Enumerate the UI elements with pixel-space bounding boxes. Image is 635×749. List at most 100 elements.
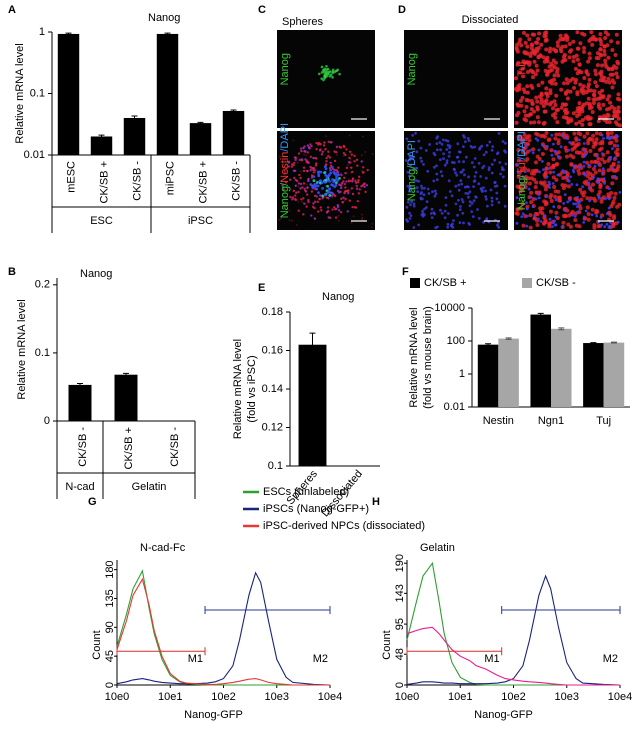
texture [468,200,472,204]
texture [561,176,566,180]
texture [554,198,558,202]
texture [520,95,525,100]
texture [412,167,416,171]
texture [301,201,304,204]
bar [583,343,604,407]
texture [307,179,310,183]
texture [351,192,355,196]
texture [587,56,592,61]
texture [567,179,571,183]
texture [294,198,298,202]
texture [490,171,494,175]
texture [598,32,603,37]
texture [327,150,330,153]
texture [518,37,523,42]
texture [587,101,592,106]
texture [568,141,572,144]
texture [586,96,591,101]
texture [613,191,618,196]
texture [337,166,340,169]
texture [317,173,321,176]
texture [438,141,442,144]
texture [605,107,609,112]
y-axis-label: (fold vs mouse brain) [422,306,434,409]
x-tick-label: CK/SB + [98,161,110,204]
y-tick-label: 0.1 [30,87,45,99]
texture [557,132,562,137]
texture [476,208,479,211]
texture [519,182,524,187]
texture [315,157,318,160]
texture [590,188,594,193]
texture [495,191,499,195]
texture [545,91,549,96]
micrograph-title: Spheres [282,16,323,28]
texture [562,53,567,57]
texture [467,139,471,143]
texture [473,157,477,160]
texture [434,192,438,196]
x-tick-label: 10e1 [448,691,472,703]
texture [354,179,357,183]
texture [534,95,539,100]
texture [592,89,597,94]
micrograph-label: Nanog [406,53,418,85]
error-bar [505,337,512,340]
texture [529,46,534,51]
texture [557,205,562,209]
texture [484,176,488,180]
texture [521,223,526,228]
texture [590,207,595,212]
texture [361,218,364,221]
texture [412,202,416,206]
legend-swatch [522,278,532,288]
texture [485,217,488,221]
texture [330,165,334,169]
texture [528,225,533,230]
texture [564,107,568,112]
texture [348,156,351,160]
texture [591,133,596,138]
texture [406,184,410,188]
texture [329,168,333,172]
texture [575,90,580,95]
texture [552,77,557,82]
gate-label: M2 [313,653,328,665]
texture [585,170,590,175]
texture [590,213,594,217]
bar [477,344,499,407]
texture [542,173,547,177]
texture [319,194,322,197]
texture [300,170,303,173]
texture [594,72,598,77]
group-label: ESC [90,215,113,227]
texture [425,206,428,209]
texture [521,74,526,79]
texture [317,210,320,213]
error-bar [164,32,171,36]
texture [563,44,568,49]
texture [599,53,604,58]
texture [547,167,550,171]
texture [491,145,495,149]
texture [547,180,551,184]
texture [552,205,556,209]
texture [597,189,602,194]
texture [309,165,312,169]
texture [610,85,615,90]
micrograph-label: Nanog [279,53,291,85]
texture [289,195,292,199]
texture [454,171,457,175]
texture [548,170,553,175]
x-tick-label: 10e4 [608,691,632,703]
texture [564,77,569,82]
texture [435,178,439,182]
y-axis-label: Relative mRNA level [232,339,244,439]
texture [536,55,541,60]
texture [313,200,317,204]
texture [478,147,481,151]
texture [470,161,474,165]
texture [560,59,565,64]
y-tick-label: 135 [104,589,116,607]
